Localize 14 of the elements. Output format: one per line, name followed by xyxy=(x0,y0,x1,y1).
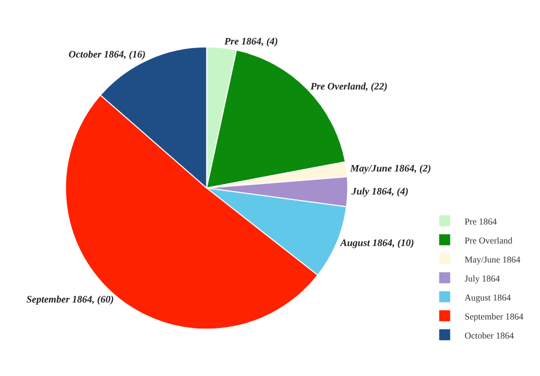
data-label: July 1864, (4) xyxy=(350,186,408,198)
legend-label: May/June 1864 xyxy=(464,254,521,264)
legend-label: July 1864 xyxy=(464,273,500,284)
legend-label: Pre Overland xyxy=(464,235,513,246)
data-label: May/June 1864, (2) xyxy=(349,164,432,175)
data-label: Pre 1864, (4) xyxy=(224,36,278,48)
legend-label: August 1864 xyxy=(464,292,512,302)
legend-label: October 1864 xyxy=(464,330,514,340)
data-label: October 1864, (16) xyxy=(68,49,146,60)
data-label: August 1864, (10) xyxy=(339,238,414,250)
data-label: September 1864, (60) xyxy=(26,294,114,306)
data-label: Pre Overland, (22) xyxy=(310,81,388,92)
legend-label: Pre 1864 xyxy=(464,216,498,226)
legend-label: September 1864 xyxy=(464,311,524,322)
